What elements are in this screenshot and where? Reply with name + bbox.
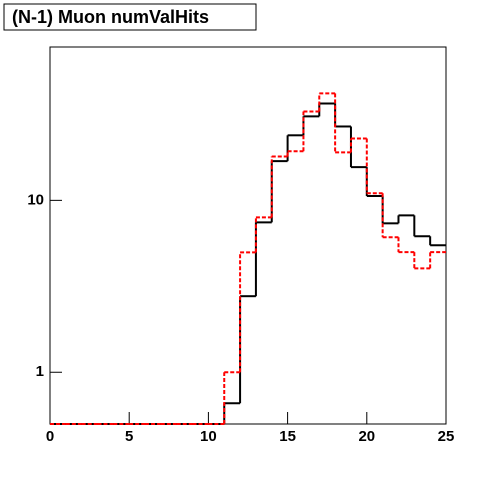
x-tick-label: 20 xyxy=(358,428,375,445)
title-box xyxy=(3,3,257,31)
plot-frame xyxy=(49,46,447,425)
x-tick-label: 5 xyxy=(125,428,133,445)
x-tick-label: 0 xyxy=(46,428,54,445)
x-tick-label: 10 xyxy=(200,428,217,445)
x-tick-label: 15 xyxy=(279,428,296,445)
x-tick-label: 25 xyxy=(438,428,455,445)
chart-title: (N-1) Muon numValHits xyxy=(12,7,209,27)
y-tick-label: 1 xyxy=(36,363,44,380)
y-tick-label: 10 xyxy=(27,191,44,208)
